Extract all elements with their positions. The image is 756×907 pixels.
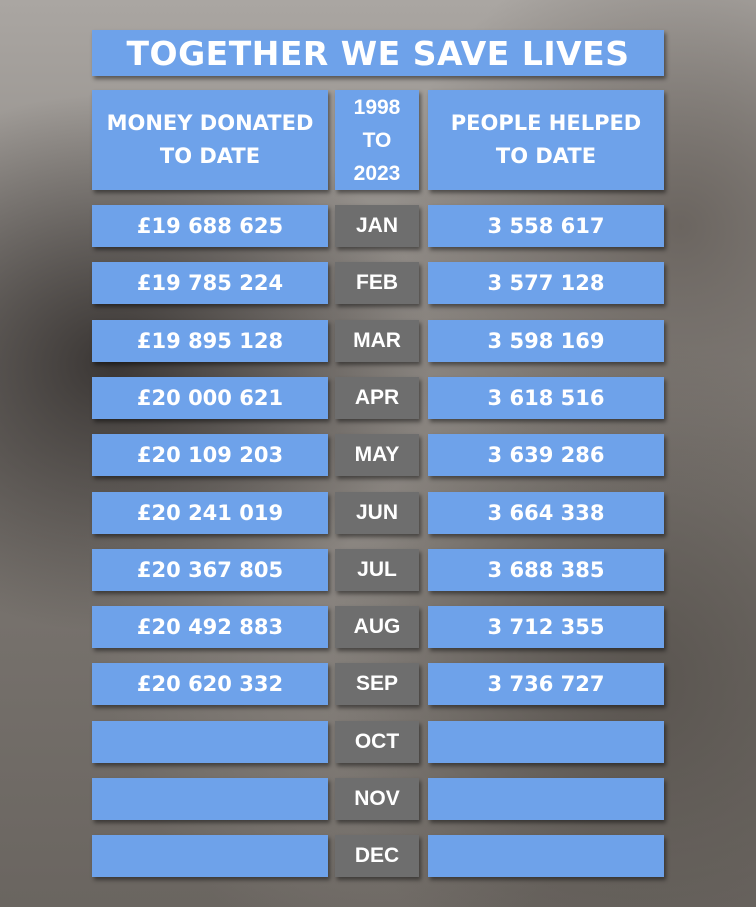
- month-cell: OCT: [335, 720, 419, 763]
- money-cell: [92, 835, 328, 878]
- years-header: 1998 TO 2023: [335, 90, 419, 190]
- month-cell: JAN: [335, 205, 419, 247]
- month-cell: DEC: [335, 835, 419, 878]
- money-cell: £19 688 625: [92, 205, 328, 247]
- month-cell: APR: [335, 376, 419, 419]
- people-cell: 3 639 286: [428, 434, 664, 477]
- people-cell: 3 618 516: [428, 376, 664, 419]
- title: TOGETHER WE SAVE LIVES: [92, 30, 664, 76]
- money-cell: £20 367 805: [92, 548, 328, 591]
- money-cell: £20 000 621: [92, 376, 328, 419]
- month-cell: JUN: [335, 491, 419, 534]
- month-cell: SEP: [335, 663, 419, 706]
- people-cell: [428, 835, 664, 878]
- month-cell: NOV: [335, 778, 419, 820]
- people-cell: [428, 720, 664, 763]
- people-header: PEOPLE HELPED TO DATE: [428, 90, 664, 190]
- money-cell: [92, 720, 328, 763]
- money-cell: £20 241 019: [92, 491, 328, 534]
- month-cell: FEB: [335, 262, 419, 305]
- people-cell: 3 558 617: [428, 205, 664, 247]
- people-cell: 3 688 385: [428, 548, 664, 591]
- people-cell: 3 598 169: [428, 319, 664, 362]
- people-cell: 3 577 128: [428, 262, 664, 305]
- people-cell: 3 712 355: [428, 606, 664, 649]
- money-cell: £19 785 224: [92, 262, 328, 305]
- month-cell: MAR: [335, 319, 419, 362]
- people-cell: 3 736 727: [428, 663, 664, 706]
- money-cell: £20 620 332: [92, 663, 328, 706]
- money-cell: [92, 778, 328, 820]
- month-cell: AUG: [335, 606, 419, 649]
- people-cell: 3 664 338: [428, 491, 664, 534]
- money-cell: £19 895 128: [92, 319, 328, 362]
- month-cell: MAY: [335, 434, 419, 477]
- money-header: MONEY DONATED TO DATE: [92, 90, 328, 190]
- people-cell: [428, 778, 664, 820]
- money-cell: £20 492 883: [92, 606, 328, 649]
- money-cell: £20 109 203: [92, 434, 328, 477]
- month-cell: JUL: [335, 548, 419, 591]
